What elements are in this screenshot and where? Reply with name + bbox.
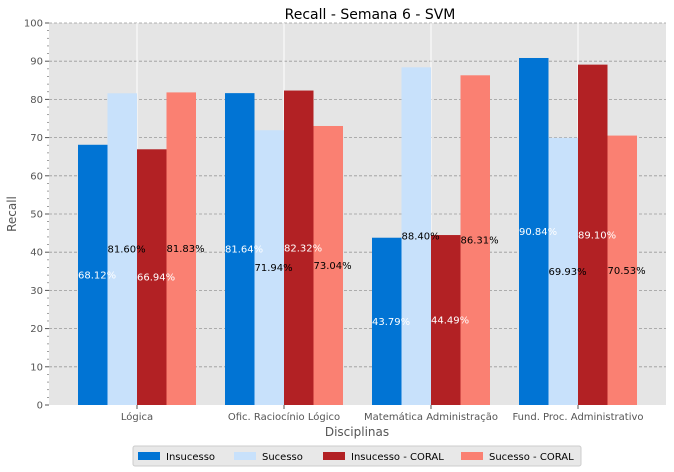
x-tick-label: Matemática Administração bbox=[364, 411, 498, 423]
y-axis-label: Recall bbox=[5, 196, 19, 232]
data-label: 88.40% bbox=[402, 232, 440, 243]
data-label: 89.10% bbox=[578, 230, 616, 241]
data-label: 43.79% bbox=[372, 317, 410, 328]
y-axis-ticks: 0 10 20 30 40 50 60 70 80 90 100 bbox=[24, 19, 49, 412]
bars bbox=[78, 57, 637, 406]
x-tick-label: Ofic. Raciocínio Lógico bbox=[228, 411, 340, 423]
data-label: 82.32% bbox=[284, 243, 322, 254]
x-tick-label: Lógica bbox=[121, 411, 153, 423]
legend: Insucesso Sucesso Insucesso - CORAL Sucesso… bbox=[132, 445, 582, 467]
y-tick-label: 10 bbox=[30, 362, 43, 373]
data-labels: 68.12% 81.64% 43.79% 90.84% 81.60% 71.94% 88.4… bbox=[78, 227, 646, 328]
legend-entry: Sucesso - CORAL bbox=[489, 452, 574, 463]
x-axis-label: Disciplinas bbox=[325, 425, 389, 439]
y-tick-label: 20 bbox=[30, 324, 43, 335]
legend-swatch bbox=[461, 452, 483, 460]
data-label: 81.64% bbox=[225, 245, 263, 256]
legend-entry: Insucesso - CORAL bbox=[351, 452, 444, 463]
data-label: 44.49% bbox=[431, 316, 469, 327]
chart-title: Recall - Semana 6 - SVM bbox=[285, 7, 456, 23]
x-axis-ticks: Lógica Ofic. Raciocínio Lógico Matemática … bbox=[121, 405, 644, 423]
legend-entry: Sucesso bbox=[262, 452, 303, 463]
bar bbox=[225, 93, 255, 406]
y-tick-label: 0 bbox=[37, 401, 43, 412]
bar bbox=[460, 75, 490, 405]
bar bbox=[166, 92, 196, 406]
bar bbox=[372, 237, 402, 405]
data-label: 71.94% bbox=[255, 263, 293, 274]
bar bbox=[284, 90, 314, 405]
bar bbox=[137, 149, 167, 405]
bar bbox=[313, 125, 343, 406]
data-label: 81.83% bbox=[167, 244, 205, 255]
legend-swatch bbox=[323, 452, 345, 460]
bar bbox=[519, 57, 549, 405]
legend-swatch bbox=[234, 452, 256, 460]
y-tick-label: 100 bbox=[24, 19, 43, 30]
bar bbox=[401, 67, 431, 405]
bar bbox=[548, 137, 578, 405]
y-tick-label: 30 bbox=[30, 286, 43, 297]
data-label: 69.93% bbox=[549, 267, 587, 278]
y-tick-label: 70 bbox=[30, 133, 43, 144]
bar bbox=[78, 144, 108, 405]
legend-entry: Insucesso bbox=[166, 452, 215, 463]
data-label: 70.53% bbox=[608, 266, 646, 277]
legend-box bbox=[132, 445, 582, 467]
data-label: 68.12% bbox=[78, 270, 116, 281]
y-tick-label: 60 bbox=[30, 171, 43, 182]
bar bbox=[107, 93, 137, 406]
legend-swatch bbox=[138, 452, 160, 460]
bar bbox=[254, 130, 284, 405]
bar bbox=[578, 64, 608, 405]
data-label: 86.31% bbox=[461, 236, 499, 247]
bar bbox=[607, 135, 637, 406]
y-tick-label: 80 bbox=[30, 95, 43, 106]
y-tick-label: 40 bbox=[30, 248, 43, 259]
x-tick-label: Fund. Proc. Administrativo bbox=[512, 412, 643, 423]
data-label: 73.04% bbox=[314, 261, 352, 272]
y-tick-label: 90 bbox=[30, 57, 43, 68]
data-label: 81.60% bbox=[108, 245, 146, 256]
y-tick-label: 50 bbox=[30, 210, 43, 221]
bar bbox=[431, 235, 461, 405]
data-label: 90.84% bbox=[519, 227, 557, 238]
data-label: 66.94% bbox=[137, 273, 175, 284]
